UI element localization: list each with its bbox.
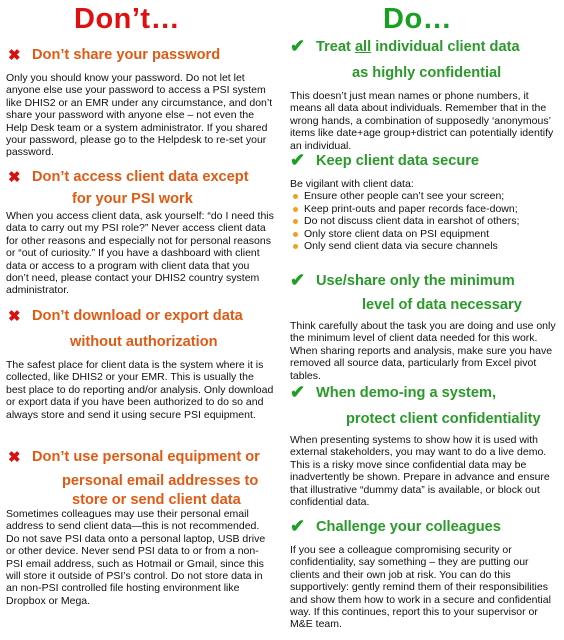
cross-mark-icon: ✖: [8, 308, 21, 325]
section-heading: ✖ Don’t access client data except for yo…: [8, 169, 249, 207]
bullet-list: Ensure other people can’t see your scree…: [290, 190, 560, 252]
check-mark-icon: ✔: [290, 270, 306, 290]
list-item: Ensure other people can’t see your scree…: [290, 190, 560, 202]
section-body: When you access client data, ask yoursel…: [6, 210, 274, 297]
do-section-challenge: ✔ Challenge your colleagues If you see a…: [290, 516, 560, 631]
section-body: When presenting systems to show how it i…: [290, 434, 550, 509]
section-heading: ✔ Challenge your colleagues: [290, 516, 501, 536]
dont-section-download: ✖ Don’t download or export data without …: [6, 305, 274, 421]
section-heading: ✖ Don’t download or export data without …: [8, 308, 243, 350]
list-item: Only store client data on PSI equipment: [290, 228, 560, 240]
section-body: If you see a colleague compromising secu…: [290, 544, 551, 631]
section-body: Only you should know your password. Do n…: [6, 72, 273, 159]
list-item: Only send client data via secure channel…: [290, 240, 560, 252]
list-item: Do not discuss client data in earshot of…: [290, 215, 560, 227]
section-heading: ✖ Don’t use personal equipment or person…: [8, 449, 260, 508]
check-mark-icon: ✔: [290, 36, 306, 56]
do-column: Do… ✔ Treat all individual client data a…: [290, 0, 560, 640]
dont-section-personal-equipment: ✖ Don’t use personal equipment or person…: [6, 446, 274, 607]
do-section-confidential: ✔ Treat all individual client data as hi…: [290, 36, 560, 152]
section-heading: ✔ Treat all individual client data as hi…: [290, 36, 520, 81]
section-body: Be vigilant with client data:: [290, 178, 414, 190]
dont-title: Don’t…: [74, 3, 181, 35]
section-body: Think carefully about the task you are d…: [290, 320, 556, 382]
do-section-demo: ✔ When demo-ing a system, protect client…: [290, 382, 560, 508]
check-mark-icon: ✔: [290, 516, 306, 536]
cross-mark-icon: ✖: [8, 169, 21, 186]
check-mark-icon: ✔: [290, 382, 306, 402]
section-body: This doesn’t just mean names or phone nu…: [290, 90, 554, 152]
section-heading: ✔ Keep client data secure: [290, 150, 480, 170]
dont-section-password: ✖ Don’t share your password Only you sho…: [6, 44, 274, 159]
section-heading: ✖ Don’t share your password: [6, 44, 274, 66]
cross-mark-icon: ✖: [8, 449, 21, 466]
dont-section-access: ✖ Don’t access client data except for yo…: [6, 166, 274, 297]
section-heading: ✔ When demo-ing a system, protect client…: [290, 382, 541, 427]
do-section-minimum: ✔ Use/share only the minimum level of da…: [290, 270, 560, 382]
check-mark-icon: ✔: [290, 150, 306, 170]
section-body: The safest place for client data is the …: [6, 359, 274, 421]
section-body: Sometimes colleagues may use their perso…: [6, 508, 266, 607]
section-heading: ✔ Use/share only the minimum level of da…: [290, 270, 522, 313]
cross-mark-icon: ✖: [8, 47, 21, 64]
do-title: Do…: [383, 3, 453, 35]
list-item: Keep print-outs and paper records face-d…: [290, 203, 560, 215]
do-section-secure: ✔ Keep client data secure Be vigilant wi…: [290, 150, 560, 252]
dont-column: Don’t… ✖ Don’t share your password Only …: [6, 0, 274, 640]
